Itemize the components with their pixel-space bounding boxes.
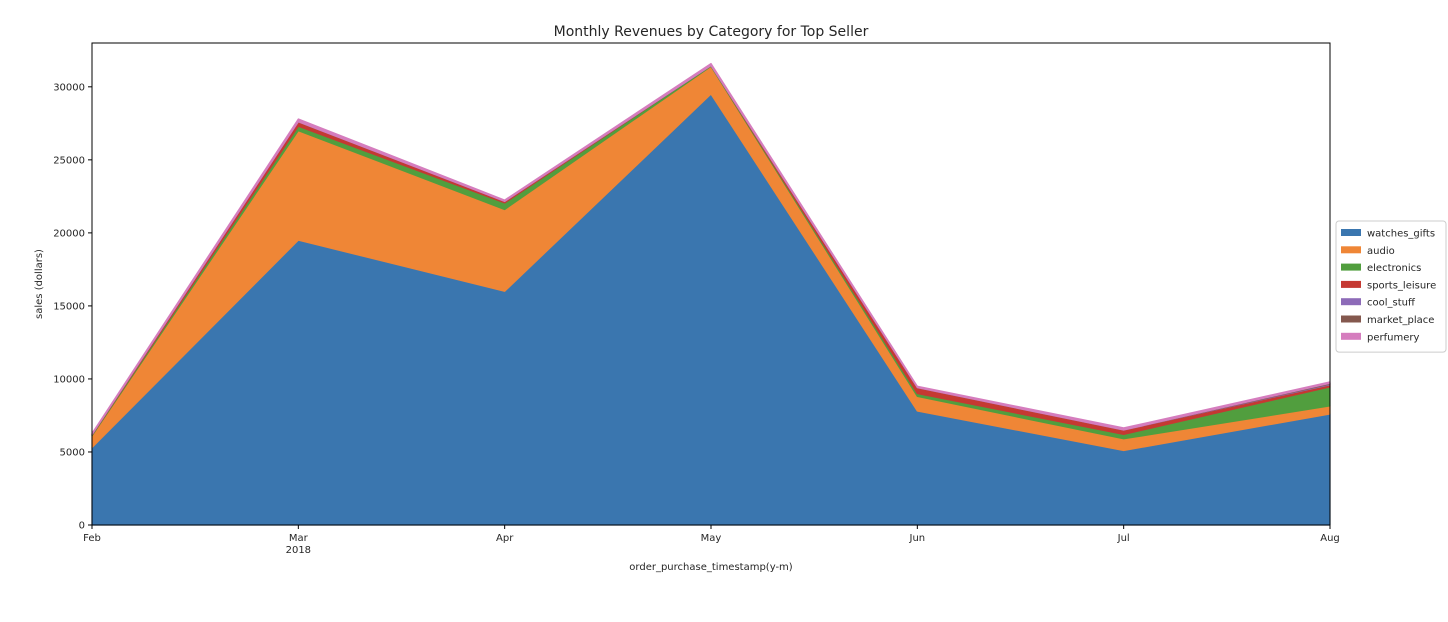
legend-swatch <box>1341 263 1361 271</box>
y-tick-label: 20000 <box>53 228 85 239</box>
y-tick-label: 30000 <box>53 82 85 93</box>
x-tick-label: Jul <box>1117 533 1130 544</box>
legend-swatch <box>1341 332 1361 340</box>
x-tick-label: Jun <box>909 533 926 544</box>
legend-box <box>1335 220 1447 353</box>
y-axis: 0 5000 10000 15000 20000 25000 30000 <box>53 82 92 532</box>
y-tick-label: 15000 <box>53 301 85 312</box>
legend-label: electronics <box>1367 263 1421 274</box>
y-axis-label: sales (dollars) <box>34 249 45 319</box>
y-tick-label: 5000 <box>60 447 85 458</box>
legend-swatch <box>1341 229 1361 236</box>
x-axis-label: order_purchase_timestamp(y-m) <box>629 562 793 573</box>
area-layers <box>91 62 1331 526</box>
x-tick-sublabel: 2018 <box>286 545 311 556</box>
legend-label: audio <box>1367 246 1395 257</box>
legend-label: market_place <box>1367 315 1434 326</box>
y-tick-label: 0 <box>79 521 85 532</box>
y-tick-label: 10000 <box>53 374 85 385</box>
legend-swatch <box>1341 315 1361 323</box>
legend-swatch <box>1341 280 1361 288</box>
legend-swatch <box>1341 246 1361 254</box>
legend-swatch <box>1341 298 1361 306</box>
legend-label: sports_leisure <box>1367 280 1436 291</box>
x-tick-label: Apr <box>496 533 514 544</box>
x-tick-label: Aug <box>1320 533 1340 544</box>
chart-title: Monthly Revenues by Category for Top Sel… <box>554 24 869 40</box>
x-tick-label: May <box>701 533 722 544</box>
legend-label: cool_stuff <box>1367 298 1416 309</box>
x-tick-label: Feb <box>83 533 101 544</box>
legend-label: watches_gifts <box>1367 229 1435 240</box>
y-tick-label: 25000 <box>53 155 85 166</box>
x-tick-label: Mar <box>289 533 309 544</box>
legend-label: perfumery <box>1367 332 1419 343</box>
